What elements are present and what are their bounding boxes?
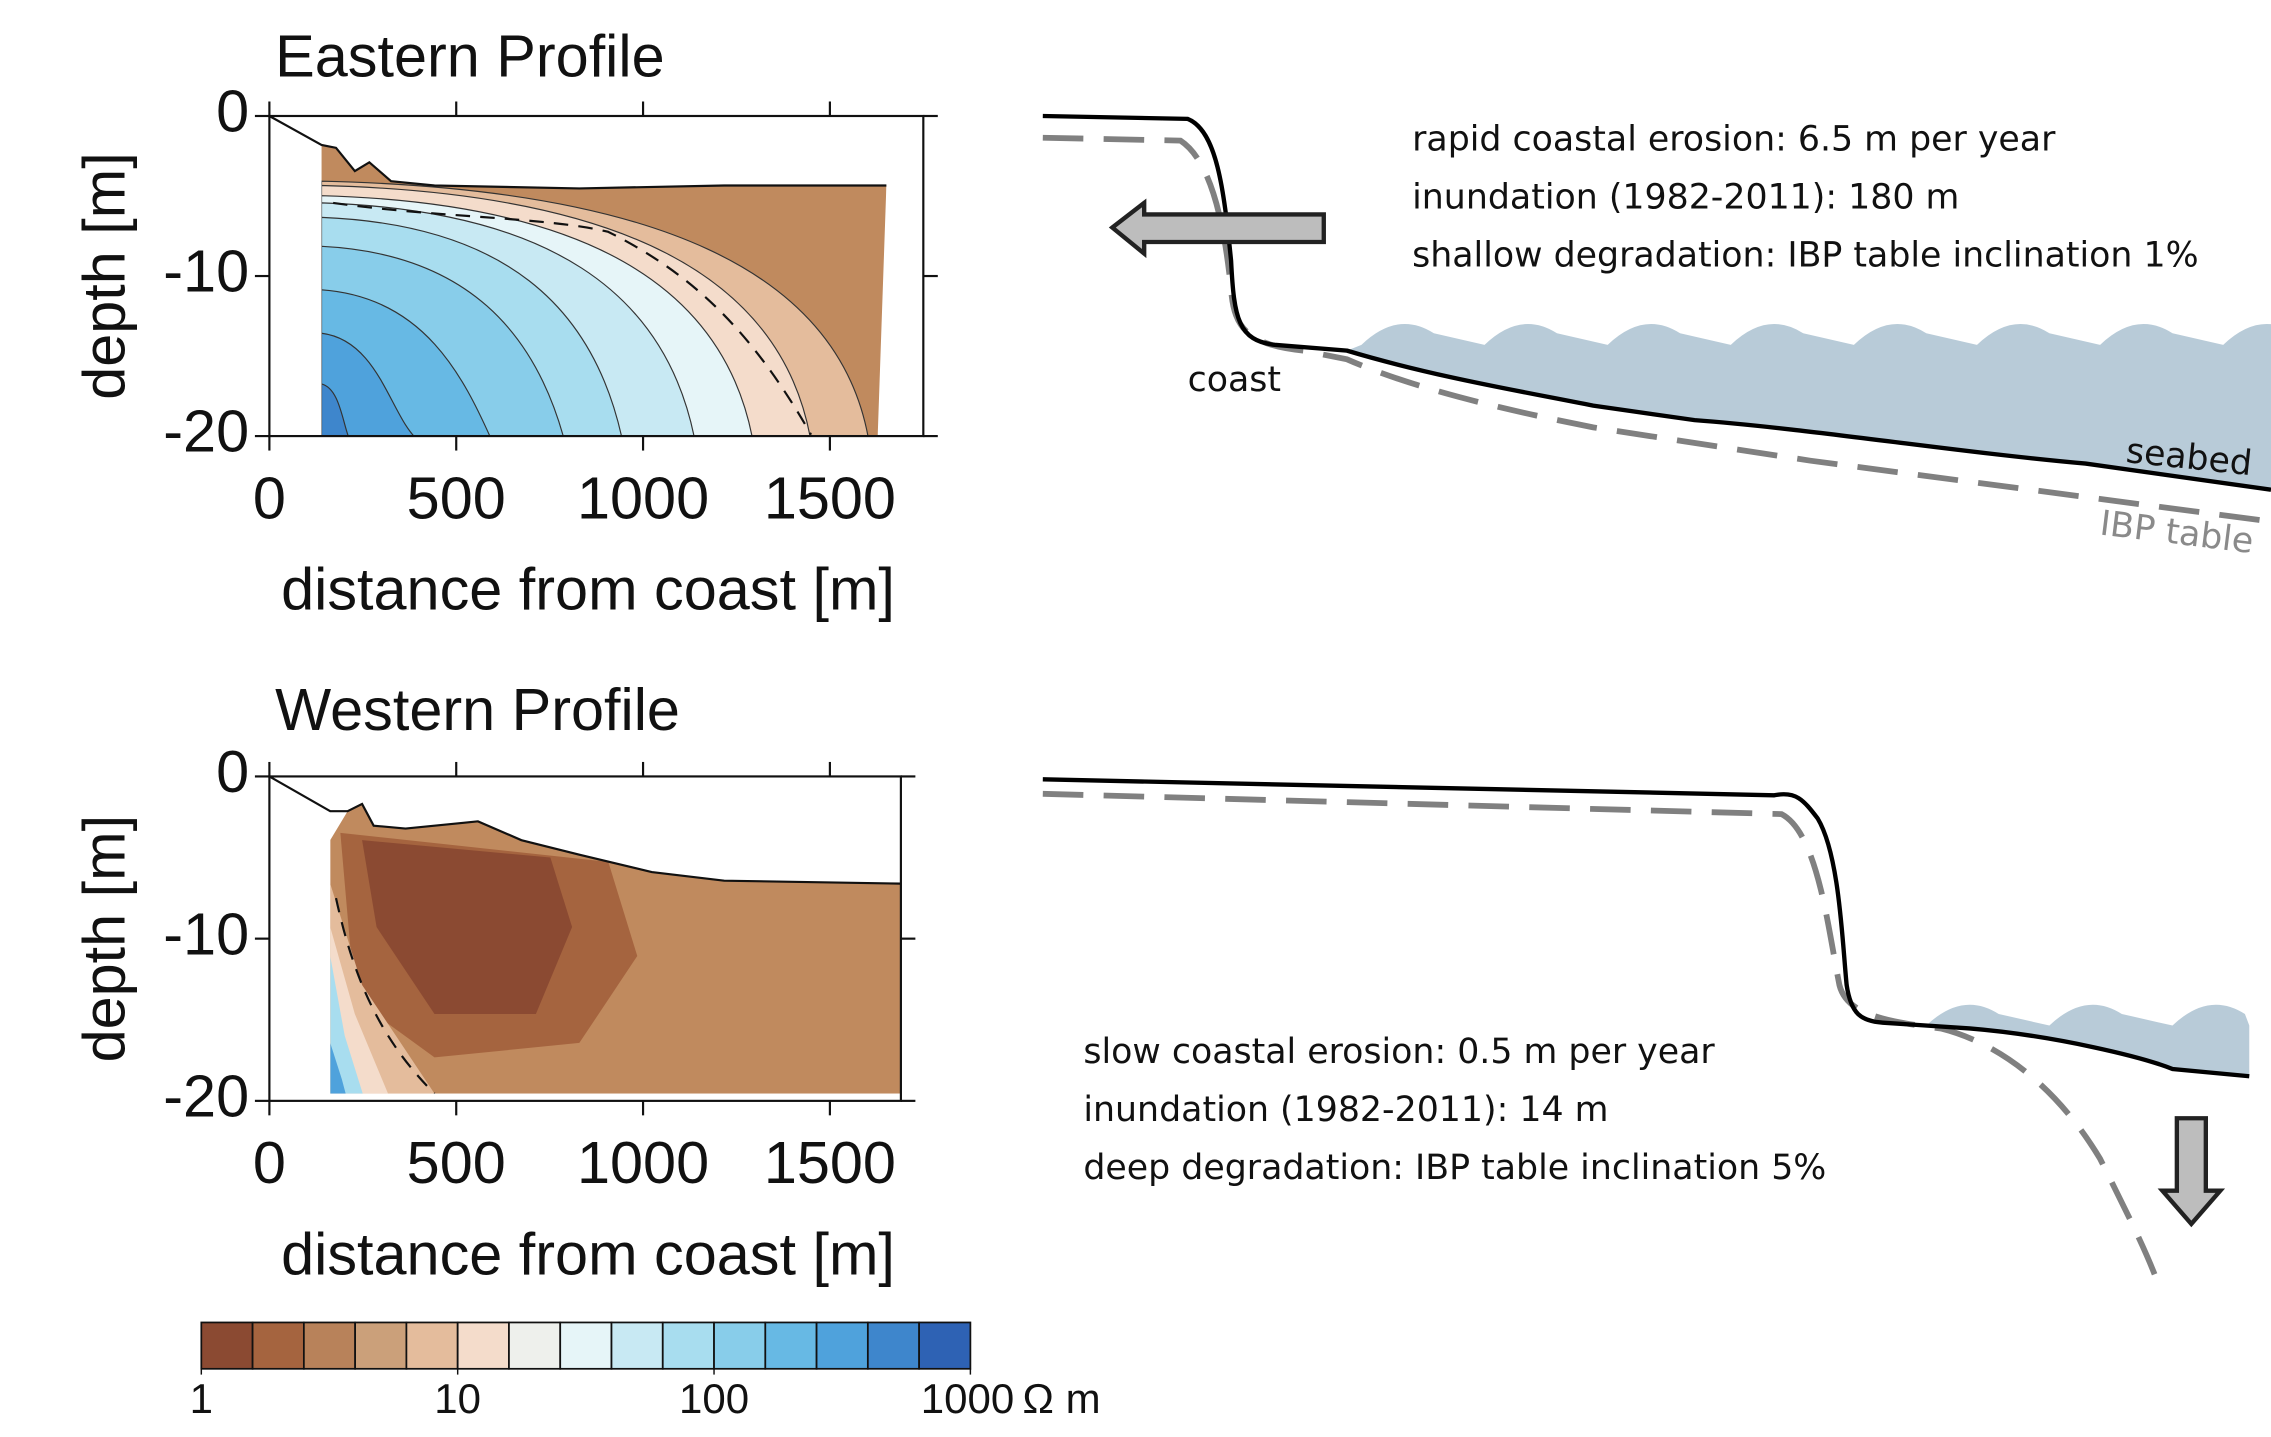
colorbar-swatch (610, 1321, 664, 1370)
colorbar-tick-label: 1 (190, 1375, 213, 1422)
label: IBP table (2098, 504, 2256, 562)
y-tick-label: -20 (163, 1063, 249, 1130)
water (1926, 1004, 2250, 1077)
resistivity-contour (330, 1042, 348, 1094)
colorbar-swatch (405, 1321, 459, 1370)
colorbar-swatch (764, 1321, 818, 1370)
note: slow coastal erosion: 0.5 m per year (1083, 1032, 1715, 1072)
colorbar-tick-label: 100 (679, 1375, 749, 1422)
colorbar-swatch (866, 1321, 920, 1370)
colorbar-swatch (354, 1321, 408, 1370)
seabed-line (1042, 777, 2250, 1079)
chart-title: Western Profile (275, 676, 680, 743)
contour-field (321, 144, 887, 437)
x-tick-label: 500 (407, 1129, 506, 1196)
surface-line (268, 775, 901, 885)
note: inundation (1982-2011): 180 m (1412, 178, 1959, 218)
y-tick-label: 0 (216, 738, 249, 805)
contour-dashed (334, 897, 436, 1094)
note: inundation (1982-2011): 14 m (1083, 1090, 1608, 1130)
colorbar-swatch (508, 1321, 562, 1370)
x-tick-label: 1500 (764, 1129, 896, 1196)
x-tick-label: 0 (253, 1129, 286, 1196)
colorbar-swatch (918, 1321, 972, 1370)
surface-line (268, 115, 887, 190)
erosion-arrow (1108, 198, 1326, 259)
colorbar: 1 10 100 1000 Ω m (190, 1321, 1101, 1422)
resistivity-contour (321, 332, 422, 437)
y-tick-label: 0 (216, 78, 249, 145)
charts: Eastern Profile distance from coast [m] de… (70, 23, 938, 1287)
y-axis-label: depth [m] (70, 152, 137, 400)
contour-panel: Eastern Profile distance from coast [m] de… (70, 23, 938, 623)
x-tick-label: 0 (253, 464, 286, 531)
colorbar-swatch (713, 1321, 767, 1370)
note: deep degradation: IBP table inclination … (1083, 1148, 1826, 1188)
colorbar-tick-label: 1000 (921, 1375, 1014, 1422)
degradation-arrow (2157, 1116, 2226, 1228)
resistivity-contour (321, 383, 371, 437)
chart-title: Eastern Profile (275, 23, 664, 90)
x-tick-label: 1000 (577, 1129, 709, 1196)
colorbar-unit: Ω m (1023, 1375, 1101, 1422)
y-tick-label: -20 (163, 398, 249, 465)
label: coast (1188, 360, 1281, 400)
x-axis-label: distance from coast [m] (281, 556, 895, 623)
resistivity-contour (330, 956, 365, 1094)
colorbar-swatch (456, 1321, 510, 1370)
resistivity-contour (362, 840, 573, 1014)
note: rapid coastal erosion: 6.5 m per year (1412, 120, 2056, 160)
colorbar-swatch (302, 1321, 357, 1370)
y-axis-label: depth [m] (70, 815, 137, 1063)
colorbar-swatch (200, 1321, 254, 1370)
note: shallow degradation: IBP table inclinati… (1412, 235, 2199, 275)
x-axis-label: distance from coast [m] (281, 1220, 895, 1287)
schematic-top: rapid coastal erosion: 6.5 m per year in… (1042, 113, 2271, 562)
water (1346, 323, 2271, 490)
contour-dashed (332, 201, 813, 436)
colorbar-swatch (251, 1321, 305, 1370)
colorbar-swatch (661, 1321, 715, 1370)
contour-panel: Western Profile distance from coast [m] de… (70, 676, 916, 1287)
contour-field (330, 803, 901, 1094)
x-tick-label: 1000 (577, 464, 709, 531)
schematic-bottom: slow coastal erosion: 0.5 m per year inu… (1042, 777, 2250, 1293)
x-tick-label: 500 (407, 464, 506, 531)
y-tick-label: -10 (163, 238, 249, 305)
colorbar-tick-label: 10 (434, 1375, 481, 1422)
colorbar-swatch (559, 1321, 613, 1370)
y-tick-label: -10 (163, 900, 249, 967)
x-tick-label: 1500 (764, 464, 896, 531)
colorbar-swatch (815, 1321, 869, 1370)
